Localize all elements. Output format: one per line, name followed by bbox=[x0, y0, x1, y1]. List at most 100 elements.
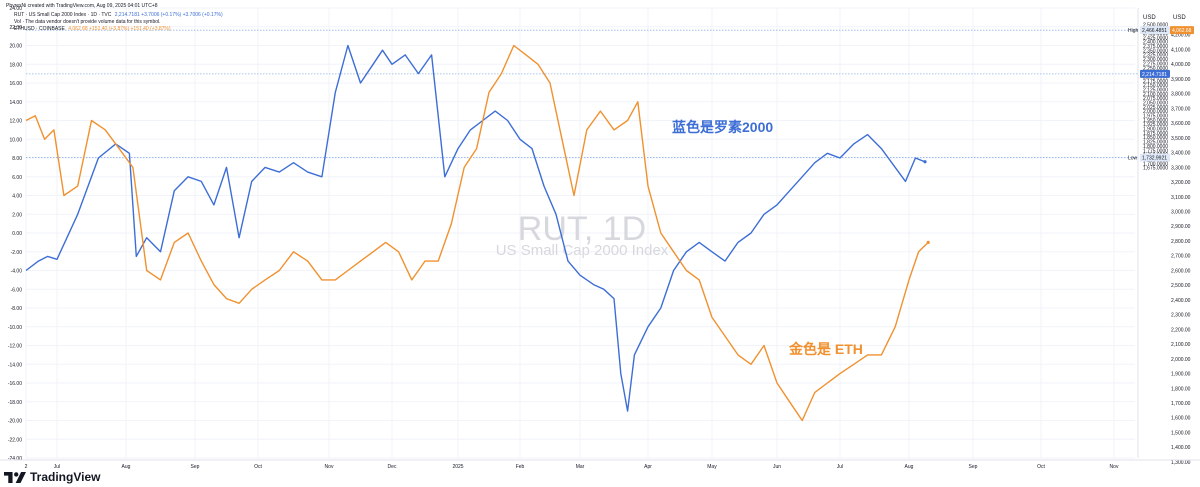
left-axis[interactable]: 24.00 22.00 20.00 18.00 16.00 14.00 12.00 10.00… bbox=[8, 6, 22, 462]
rut-tick-label: 1,925.0000 bbox=[1143, 122, 1168, 128]
eth-tick-label: 3,300.00 bbox=[1171, 165, 1191, 171]
eth-tick-label: 1,400.00 bbox=[1171, 445, 1191, 451]
x-tick-label: 2 bbox=[25, 464, 28, 470]
rut-tick-label: 1,900.0000 bbox=[1143, 127, 1168, 133]
eth-last-tag-text: 4,062.68 bbox=[1172, 28, 1192, 34]
x-tick-label: Aug bbox=[122, 464, 131, 470]
eth-tick-label: 2,100.00 bbox=[1171, 342, 1191, 348]
x-tick-label: May bbox=[707, 464, 717, 470]
percent-tick-label: 4.00 bbox=[12, 194, 22, 200]
eth-tick-label: 2,000.00 bbox=[1171, 357, 1191, 363]
x-tick-label: Nov bbox=[325, 464, 334, 470]
percent-tick-label: 12.00 bbox=[9, 119, 22, 125]
legend-vol: Vol · The data vendor doesn't provide vo… bbox=[14, 19, 161, 25]
time-axis[interactable]: 2 Jul Aug Sep Oct Nov Dec 2025 Feb Mar Apr May Jun Ju… bbox=[0, 459, 1200, 470]
creator-line: PhyrexNi created with TradingView.com, A… bbox=[6, 3, 158, 9]
percent-tick-label: 10.00 bbox=[9, 137, 22, 143]
low-value-tag-text: 1,732.9921 bbox=[1142, 156, 1167, 162]
percent-tick-label: -18.00 bbox=[8, 400, 22, 406]
high-value-tag: 2,466.4851 bbox=[1140, 26, 1170, 35]
rut-tick-label: 1,675.0000 bbox=[1143, 166, 1168, 172]
x-tick-label: Oct bbox=[254, 464, 262, 470]
rut-tick-label: 1,950.0000 bbox=[1143, 118, 1168, 124]
annotation-rut: 蓝色是罗素2000 bbox=[672, 119, 773, 135]
percent-tick-label: 6.00 bbox=[12, 175, 22, 181]
percent-tick-label: -8.00 bbox=[11, 306, 23, 312]
legend-eth[interactable]: ETHUSD · COINBASE 4,062.68 +151.40 (+3.8… bbox=[14, 27, 171, 32]
percent-tick-label: 20.00 bbox=[9, 44, 22, 50]
low-value-tag-bg bbox=[1140, 153, 1170, 162]
eth-tick-label: 1,700.00 bbox=[1171, 401, 1191, 407]
eth-tick-label: 1,600.00 bbox=[1171, 416, 1191, 422]
rut-tick-label: 1,825.0000 bbox=[1143, 140, 1168, 146]
eth-price-axis[interactable]: 4,200.00 4,100.00 4,000.00 3,900.00 3,800.00… bbox=[1171, 33, 1191, 466]
rut-tick-label: 2,175.0000 bbox=[1143, 79, 1168, 85]
percent-tick-label: -14.00 bbox=[8, 362, 22, 368]
x-tick-label: Sep bbox=[969, 464, 978, 470]
rut-tick-label: 1,875.0000 bbox=[1143, 131, 1168, 137]
percent-tick-label: 0.00 bbox=[12, 231, 22, 237]
series-last-point-eth bbox=[926, 240, 930, 244]
percent-tick-label: -22.00 bbox=[8, 437, 22, 443]
tradingview-logo[interactable]: TradingView bbox=[4, 470, 100, 484]
rut-tick-label: 2,425.0000 bbox=[1143, 35, 1168, 41]
rut-tick-label: 2,125.0000 bbox=[1143, 87, 1168, 93]
annotations: 蓝色是罗素2000 金色是 ETH bbox=[672, 119, 863, 357]
rut-tick-label: 2,025.0000 bbox=[1143, 105, 1168, 111]
eth-tick-label: 3,800.00 bbox=[1171, 92, 1191, 98]
percent-tick-label: -16.00 bbox=[8, 381, 22, 387]
eth-tick-label: 2,800.00 bbox=[1171, 239, 1191, 245]
series-line-rut bbox=[25, 44, 926, 412]
legend-rut-values: 2,214.7181 +3.7006 (+0.17%) +3.7006 (+0.… bbox=[114, 12, 223, 18]
eth-tick-label: 4,100.00 bbox=[1171, 47, 1191, 53]
percent-tick-label: 22.00 bbox=[9, 25, 22, 31]
eth-tick-label: 1,300.00 bbox=[1171, 460, 1191, 466]
percent-tick-label: -24.00 bbox=[8, 456, 22, 462]
eth-tick-label: 3,000.00 bbox=[1171, 209, 1191, 215]
x-tick-label: Jul bbox=[54, 464, 60, 470]
price-tags: High 2,466.4851 4,062.68 2,214.7181 Low 1,732… bbox=[1128, 26, 1194, 162]
low-label: Low bbox=[1128, 156, 1138, 162]
x-tick-label: Mar bbox=[576, 464, 585, 470]
annotation-eth: 金色是 ETH bbox=[788, 341, 863, 357]
rut-last-tag-text: 2,214.7181 bbox=[1142, 72, 1167, 78]
eth-tick-label: 1,900.00 bbox=[1171, 372, 1191, 378]
percent-tick-label: 8.00 bbox=[12, 156, 22, 162]
series-layer bbox=[25, 44, 930, 422]
x-tick-label: Dec bbox=[388, 464, 397, 470]
chart-grid bbox=[25, 7, 1135, 459]
eth-tick-label: 3,700.00 bbox=[1171, 106, 1191, 112]
legend-rut[interactable]: RUT · US Small Cap 2000 Index · 1D · TVC… bbox=[14, 13, 223, 18]
rut-tick-label: 2,275.0000 bbox=[1143, 61, 1168, 67]
watermark-name: US Small Cap 2000 Index bbox=[496, 242, 669, 259]
rut-tick-label: 2,325.0000 bbox=[1143, 53, 1168, 59]
eth-tick-label: 2,200.00 bbox=[1171, 327, 1191, 333]
percent-tick-label: -6.00 bbox=[11, 287, 23, 293]
x-tick-label: Jun bbox=[773, 464, 781, 470]
high-label: High bbox=[1128, 28, 1139, 34]
rut-last-tag-bg bbox=[1140, 69, 1170, 78]
eth-tick-label: 1,500.00 bbox=[1171, 430, 1191, 436]
percent-tick-label: -20.00 bbox=[8, 419, 22, 425]
x-tick-label: Oct bbox=[1037, 464, 1045, 470]
legend-eth-values: 4,062.68 +151.40 (+3.87%) +151.40 (+3.87… bbox=[68, 26, 171, 32]
eth-last-tag: 4,062.68 bbox=[1170, 26, 1194, 35]
x-tick-label: Apr bbox=[644, 464, 652, 470]
percent-tick-label: -12.00 bbox=[8, 344, 22, 350]
rut-tick-label: 1,975.0000 bbox=[1143, 114, 1168, 120]
high-value-tag-text: 2,466.4851 bbox=[1142, 28, 1167, 34]
eth-last-tag-bg bbox=[1170, 26, 1194, 35]
percent-tick-label: 2.00 bbox=[12, 212, 22, 218]
rut-tick-label: 2,400.0000 bbox=[1143, 40, 1168, 46]
rut-tick-label: 2,350.0000 bbox=[1143, 48, 1168, 54]
rut-last-tag: 2,214.7181 bbox=[1140, 69, 1170, 78]
watermark-symbol: RUT, 1D bbox=[518, 210, 646, 248]
percent-tick-label: 16.00 bbox=[9, 81, 22, 87]
eth-tick-label: 3,900.00 bbox=[1171, 77, 1191, 83]
rut-tick-label: 2,500.0000 bbox=[1143, 22, 1168, 28]
rut-tick-label: 2,250.0000 bbox=[1143, 66, 1168, 72]
eth-tick-label: 3,100.00 bbox=[1171, 195, 1191, 201]
high-value-tag-bg bbox=[1140, 26, 1170, 35]
